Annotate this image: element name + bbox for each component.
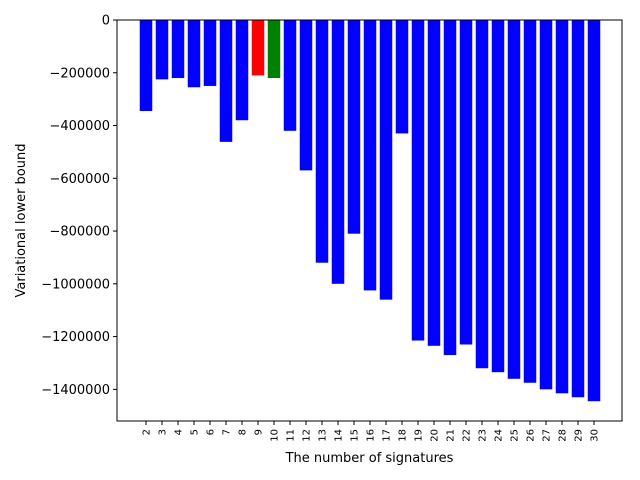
x-tick-label: 4 (174, 429, 185, 435)
x-tick-label: 3 (158, 429, 169, 435)
bar-24 (491, 20, 505, 373)
bar-17 (379, 20, 393, 300)
x-tick-label: 22 (462, 429, 473, 442)
y-tick-label: −400000 (49, 119, 110, 134)
bar-26 (523, 20, 537, 383)
x-tick-label: 18 (398, 429, 409, 442)
axes-frame (116, 19, 623, 422)
x-tick-label: 2 (142, 429, 153, 435)
x-tick-label: 12 (302, 429, 313, 442)
bar-19 (411, 20, 425, 341)
x-tick-label: 9 (254, 429, 265, 435)
y-tick-label: −1000000 (41, 277, 110, 292)
bar-6 (203, 20, 217, 86)
x-tick-label: 28 (558, 429, 569, 442)
bar-5 (187, 20, 201, 88)
bar-16 (363, 20, 377, 291)
bar-2 (139, 20, 153, 112)
y-tick-label: 0 (102, 14, 110, 29)
x-tick-label: 25 (510, 429, 521, 442)
bar-11 (283, 20, 297, 131)
x-tick-label: 23 (478, 429, 489, 442)
y-tick-label: −200000 (49, 66, 110, 81)
y-axis-ticks: 0 −200000 −400000 −600000 −800000 −1000000 −12… (41, 14, 117, 398)
bar-28 (555, 20, 569, 394)
y-tick-label: −600000 (49, 172, 110, 187)
x-tick-label: 5 (190, 429, 201, 435)
bar-27 (539, 20, 553, 390)
x-axis-ticks: 2 3 4 5 6 7 8 9 10 11 12 13 14 15 16 17 18 19 20 21 22 23 24 25… (142, 421, 601, 442)
bar-3 (155, 20, 169, 80)
x-tick-label: 21 (446, 429, 457, 442)
x-tick-label: 6 (206, 429, 217, 435)
x-tick-label: 10 (270, 429, 281, 442)
bar-15 (347, 20, 361, 234)
y-tick-label: −1400000 (41, 383, 110, 398)
x-tick-label: 26 (526, 429, 537, 442)
y-axis-label: Variational lower bound (14, 144, 29, 298)
bar-29 (571, 20, 585, 398)
bar-30 (587, 20, 601, 402)
x-tick-label: 24 (494, 429, 505, 442)
x-tick-label: 19 (414, 429, 425, 442)
bar-10 (267, 20, 281, 79)
x-tick-label: 13 (318, 429, 329, 442)
bar-18 (395, 20, 409, 134)
bar-9 (251, 20, 265, 76)
bar-23 (475, 20, 489, 369)
bar-7 (219, 20, 233, 142)
bar-21 (443, 20, 457, 356)
x-tick-label: 11 (286, 429, 297, 442)
y-tick-label: −800000 (49, 225, 110, 240)
x-tick-label: 8 (238, 429, 249, 435)
bar-8 (235, 20, 249, 121)
bar-22 (459, 20, 473, 345)
x-tick-label: 17 (382, 429, 393, 442)
x-tick-label: 29 (574, 429, 585, 442)
x-tick-label: 16 (366, 429, 377, 442)
bar-group (139, 20, 601, 402)
bar-4 (171, 20, 185, 79)
bar-20 (427, 20, 441, 346)
x-tick-label: 27 (542, 429, 553, 442)
bar-12 (299, 20, 313, 171)
x-tick-label: 15 (350, 429, 361, 442)
x-axis-label: The number of signatures (285, 451, 454, 466)
bar-25 (507, 20, 521, 379)
x-tick-label: 7 (222, 429, 233, 435)
bar-13 (315, 20, 329, 263)
x-tick-label: 14 (334, 429, 345, 442)
bar-14 (331, 20, 345, 284)
x-tick-label: 20 (430, 429, 441, 442)
y-tick-label: −1200000 (41, 330, 110, 345)
x-tick-label: 30 (590, 429, 601, 442)
